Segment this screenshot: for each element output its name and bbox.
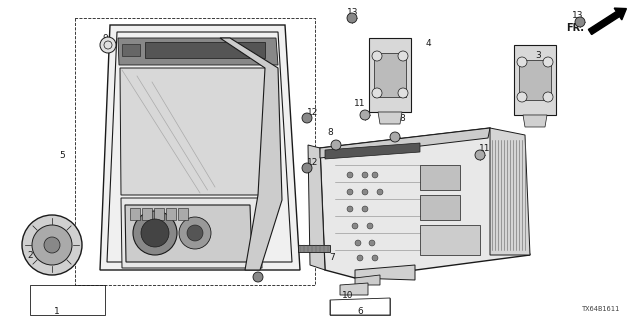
Text: 3: 3 bbox=[535, 51, 541, 60]
Text: 7: 7 bbox=[329, 253, 335, 262]
Text: TX64B1611: TX64B1611 bbox=[582, 306, 620, 312]
Text: 8: 8 bbox=[327, 127, 333, 137]
Circle shape bbox=[302, 113, 312, 123]
Polygon shape bbox=[154, 208, 164, 220]
Circle shape bbox=[179, 217, 211, 249]
Polygon shape bbox=[355, 275, 380, 285]
Polygon shape bbox=[420, 165, 460, 190]
Polygon shape bbox=[420, 195, 460, 220]
Circle shape bbox=[44, 237, 60, 253]
Text: 8: 8 bbox=[399, 114, 405, 123]
Circle shape bbox=[517, 92, 527, 102]
Polygon shape bbox=[355, 265, 415, 280]
Polygon shape bbox=[420, 225, 480, 255]
Polygon shape bbox=[178, 208, 188, 220]
Circle shape bbox=[367, 223, 373, 229]
Circle shape bbox=[372, 51, 382, 61]
Circle shape bbox=[302, 163, 312, 173]
Text: 13: 13 bbox=[572, 11, 584, 20]
Circle shape bbox=[543, 57, 553, 67]
Circle shape bbox=[347, 206, 353, 212]
Text: 2: 2 bbox=[27, 251, 33, 260]
Polygon shape bbox=[220, 38, 282, 270]
Polygon shape bbox=[490, 128, 530, 255]
Circle shape bbox=[372, 255, 378, 261]
Polygon shape bbox=[374, 53, 406, 97]
Circle shape bbox=[543, 92, 553, 102]
Polygon shape bbox=[145, 42, 265, 58]
Circle shape bbox=[347, 172, 353, 178]
Circle shape bbox=[372, 88, 382, 98]
Polygon shape bbox=[166, 208, 176, 220]
Polygon shape bbox=[519, 60, 551, 100]
Circle shape bbox=[360, 110, 370, 120]
Text: 12: 12 bbox=[307, 108, 319, 116]
Polygon shape bbox=[308, 145, 325, 270]
Polygon shape bbox=[298, 245, 330, 252]
Polygon shape bbox=[130, 208, 140, 220]
Circle shape bbox=[475, 150, 485, 160]
Text: 4: 4 bbox=[425, 38, 431, 47]
Circle shape bbox=[357, 255, 363, 261]
Polygon shape bbox=[369, 38, 411, 112]
Polygon shape bbox=[118, 38, 278, 65]
Polygon shape bbox=[320, 128, 490, 158]
Polygon shape bbox=[378, 112, 402, 124]
Circle shape bbox=[352, 223, 358, 229]
Polygon shape bbox=[125, 205, 252, 262]
Polygon shape bbox=[120, 68, 278, 195]
Circle shape bbox=[362, 172, 368, 178]
Circle shape bbox=[253, 272, 263, 282]
Circle shape bbox=[187, 225, 203, 241]
Circle shape bbox=[398, 88, 408, 98]
Circle shape bbox=[517, 57, 527, 67]
Text: 5: 5 bbox=[59, 150, 65, 159]
Text: 10: 10 bbox=[342, 291, 354, 300]
Polygon shape bbox=[121, 198, 262, 268]
Circle shape bbox=[390, 132, 400, 142]
Circle shape bbox=[141, 219, 169, 247]
Text: 11: 11 bbox=[479, 143, 491, 153]
Circle shape bbox=[362, 189, 368, 195]
FancyArrow shape bbox=[588, 8, 627, 35]
Circle shape bbox=[575, 17, 585, 27]
Text: 13: 13 bbox=[348, 7, 359, 17]
Circle shape bbox=[331, 140, 341, 150]
Circle shape bbox=[372, 172, 378, 178]
Polygon shape bbox=[100, 25, 300, 270]
Text: 11: 11 bbox=[355, 99, 365, 108]
Polygon shape bbox=[514, 45, 556, 115]
Polygon shape bbox=[325, 143, 420, 159]
Circle shape bbox=[355, 240, 361, 246]
Circle shape bbox=[362, 206, 368, 212]
Circle shape bbox=[100, 37, 116, 53]
Circle shape bbox=[133, 211, 177, 255]
Text: 1: 1 bbox=[54, 308, 60, 316]
Circle shape bbox=[22, 215, 82, 275]
Text: FR.: FR. bbox=[566, 23, 584, 33]
Polygon shape bbox=[122, 44, 140, 56]
Circle shape bbox=[347, 13, 357, 23]
Circle shape bbox=[398, 51, 408, 61]
Polygon shape bbox=[340, 283, 368, 295]
Polygon shape bbox=[523, 115, 547, 127]
Circle shape bbox=[32, 225, 72, 265]
Circle shape bbox=[369, 240, 375, 246]
Polygon shape bbox=[142, 208, 152, 220]
Circle shape bbox=[377, 189, 383, 195]
Circle shape bbox=[347, 189, 353, 195]
Polygon shape bbox=[320, 128, 530, 278]
Text: 9: 9 bbox=[102, 34, 108, 43]
Text: 6: 6 bbox=[357, 308, 363, 316]
Text: 12: 12 bbox=[307, 157, 319, 166]
